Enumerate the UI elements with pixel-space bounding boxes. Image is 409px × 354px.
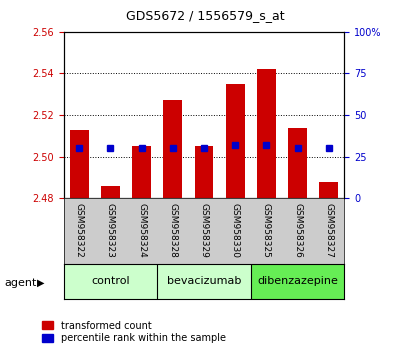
Bar [288, 127, 306, 198]
Bar [194, 146, 213, 198]
Legend: transformed count, percentile rank within the sample: transformed count, percentile rank withi… [38, 317, 229, 347]
Text: control: control [91, 276, 129, 286]
Bar [70, 130, 88, 198]
Text: ▶: ▶ [37, 278, 45, 288]
Bar [63, 264, 157, 299]
Text: dibenzazepine: dibenzazepine [256, 276, 337, 286]
Text: GSM958325: GSM958325 [261, 204, 270, 258]
Text: GSM958324: GSM958324 [137, 204, 146, 258]
Text: GSM958328: GSM958328 [168, 204, 177, 258]
Bar [225, 84, 244, 198]
Text: GSM958330: GSM958330 [230, 204, 239, 258]
Text: GSM958327: GSM958327 [324, 204, 333, 258]
Text: agent: agent [4, 278, 36, 288]
Text: bevacizumab: bevacizumab [166, 276, 240, 286]
Bar [319, 182, 337, 198]
Bar [132, 146, 151, 198]
Bar [256, 69, 275, 198]
Bar [157, 264, 250, 299]
Text: GSM958326: GSM958326 [292, 204, 301, 258]
Bar [163, 101, 182, 198]
Text: GSM958322: GSM958322 [74, 204, 83, 258]
Bar [250, 264, 344, 299]
Bar [101, 186, 119, 198]
Text: GDS5672 / 1556579_s_at: GDS5672 / 1556579_s_at [126, 9, 283, 22]
Text: GSM958323: GSM958323 [106, 204, 115, 258]
Text: GSM958329: GSM958329 [199, 204, 208, 258]
